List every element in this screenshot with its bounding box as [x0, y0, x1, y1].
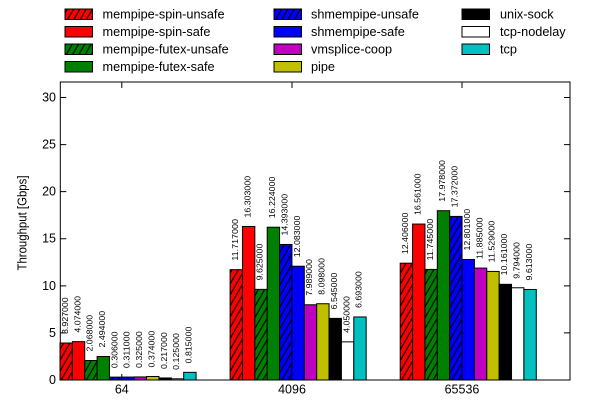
svg-text:0: 0: [49, 373, 56, 387]
svg-text:4.074000: 4.074000: [72, 296, 82, 333]
svg-text:mempipe-spin-unsafe: mempipe-spin-unsafe: [103, 7, 225, 21]
svg-text:11.885000: 11.885000: [474, 217, 484, 259]
svg-text:2.494000: 2.494000: [97, 310, 107, 347]
svg-text:tcp: tcp: [500, 42, 517, 56]
svg-text:17.978000: 17.978000: [437, 160, 447, 202]
svg-text:unix-sock: unix-sock: [500, 7, 554, 21]
svg-text:0.306000: 0.306000: [109, 331, 119, 368]
svg-text:25: 25: [42, 138, 56, 152]
svg-text:mempipe-spin-safe: mempipe-spin-safe: [103, 25, 211, 39]
svg-text:7.989000: 7.989000: [304, 259, 314, 296]
svg-text:11.717000: 11.717000: [230, 219, 240, 261]
svg-text:6.545000: 6.545000: [329, 272, 339, 309]
svg-text:9.794000: 9.794000: [511, 242, 521, 279]
svg-text:9.613000: 9.613000: [524, 243, 534, 280]
svg-text:4096: 4096: [278, 383, 306, 397]
svg-text:6.693000: 6.693000: [354, 271, 364, 308]
svg-text:10: 10: [42, 279, 56, 293]
svg-text:11.529000: 11.529000: [487, 220, 497, 262]
svg-text:0.815000: 0.815000: [184, 326, 194, 363]
svg-text:30: 30: [42, 91, 56, 105]
svg-text:mempipe-futex-safe: mempipe-futex-safe: [103, 60, 215, 74]
svg-text:vmsplice-coop: vmsplice-coop: [311, 42, 392, 56]
svg-text:shmempipe-safe: shmempipe-safe: [311, 25, 405, 39]
svg-text:mempipe-futex-unsafe: mempipe-futex-unsafe: [103, 42, 229, 56]
svg-text:12.083000: 12.083000: [292, 215, 302, 257]
svg-text:3.927000: 3.927000: [60, 297, 70, 334]
svg-text:17.372000: 17.372000: [450, 165, 460, 207]
svg-text:8.098000: 8.098000: [317, 258, 327, 295]
svg-text:0.311000: 0.311000: [122, 331, 132, 368]
svg-text:12.406000: 12.406000: [400, 212, 410, 254]
svg-text:4.050000: 4.050000: [341, 296, 351, 333]
svg-text:tcp-nodelay: tcp-nodelay: [500, 25, 566, 39]
svg-text:11.745000: 11.745000: [425, 218, 435, 260]
svg-text:0.217000: 0.217000: [159, 332, 169, 369]
svg-text:2.068000: 2.068000: [85, 314, 95, 351]
svg-text:14.393000: 14.393000: [279, 193, 289, 235]
svg-text:5: 5: [49, 326, 56, 340]
svg-text:0.374000: 0.374000: [146, 330, 156, 367]
svg-text:16.561000: 16.561000: [412, 173, 422, 215]
svg-text:16.303000: 16.303000: [242, 175, 252, 217]
svg-text:pipe: pipe: [311, 60, 335, 74]
svg-text:12.801000: 12.801000: [462, 208, 472, 250]
svg-text:0.325000: 0.325000: [134, 331, 144, 368]
svg-text:65536: 65536: [445, 383, 480, 397]
svg-text:10.161000: 10.161000: [499, 233, 509, 275]
svg-text:shmempipe-unsafe: shmempipe-unsafe: [311, 7, 419, 21]
svg-text:20: 20: [42, 185, 56, 199]
svg-text:0.125000: 0.125000: [171, 333, 181, 370]
svg-text:64: 64: [115, 383, 129, 397]
svg-text:16.224000: 16.224000: [267, 176, 277, 218]
svg-text:9.625000: 9.625000: [255, 243, 265, 280]
svg-text:15: 15: [42, 232, 56, 246]
svg-text:Throughput [Gbps]: Throughput [Gbps]: [16, 176, 30, 271]
